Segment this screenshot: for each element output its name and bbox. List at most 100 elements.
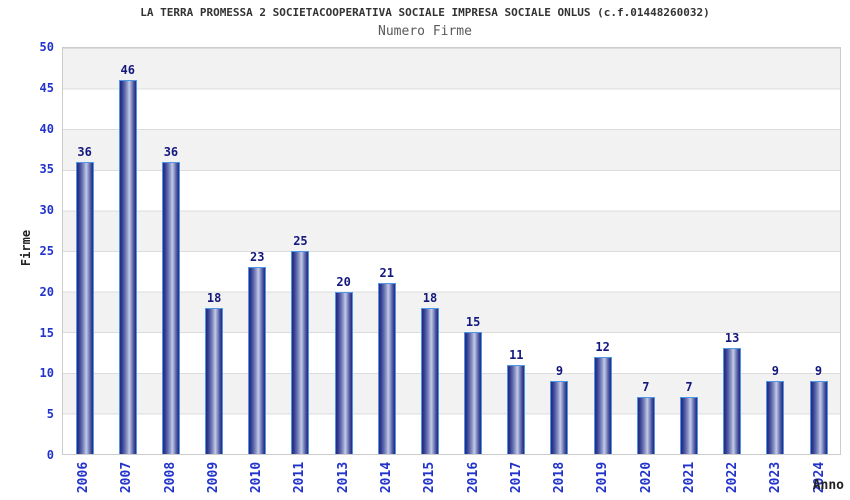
x-tick: 2010 bbox=[235, 456, 278, 498]
chart-title: LA TERRA PROMESSA 2 SOCIETACOOPERATIVA S… bbox=[140, 6, 710, 19]
bar-value-label: 13 bbox=[724, 331, 740, 346]
bar bbox=[636, 397, 655, 454]
y-tick-label: 30 bbox=[39, 203, 54, 218]
bar bbox=[464, 332, 483, 454]
bar-column: 21 bbox=[365, 48, 408, 454]
y-tick-label: 50 bbox=[39, 40, 54, 54]
bar-column: 36 bbox=[149, 48, 192, 454]
bar bbox=[679, 397, 698, 454]
x-tick-label: 2007 bbox=[119, 461, 135, 493]
x-tick-label: 2019 bbox=[595, 461, 611, 493]
x-tick: 2022 bbox=[711, 456, 754, 498]
x-tick-label: 2006 bbox=[76, 461, 92, 493]
y-tick-label: 25 bbox=[39, 244, 54, 258]
x-tick: 2021 bbox=[668, 456, 711, 498]
x-tick-label: 2009 bbox=[205, 461, 221, 493]
y-axis-ticks: 0 5 10 15 20 25 30 35 40 45 50 bbox=[0, 40, 54, 462]
bar bbox=[334, 291, 353, 454]
y-tick-label: 5 bbox=[46, 407, 54, 422]
y-tick-label: 0 bbox=[46, 448, 54, 462]
chart-subtitle: Numero Firme bbox=[378, 24, 472, 39]
bar bbox=[118, 80, 137, 454]
y-tick-label: 20 bbox=[39, 284, 54, 299]
x-tick: 2019 bbox=[581, 456, 624, 498]
bar-column: 46 bbox=[106, 48, 149, 454]
bar bbox=[75, 161, 94, 454]
bar-column: 9 bbox=[797, 48, 840, 454]
bar-value-label: 12 bbox=[595, 339, 610, 354]
x-tick: 2009 bbox=[192, 456, 235, 498]
x-tick-label: 2016 bbox=[465, 461, 481, 493]
bar bbox=[291, 251, 310, 454]
x-tick-label: 2015 bbox=[422, 461, 438, 493]
bar bbox=[507, 364, 526, 454]
bar-value-label: 25 bbox=[293, 234, 308, 248]
bar-value-label: 9 bbox=[555, 363, 564, 378]
bar bbox=[809, 380, 828, 454]
bar-column: 15 bbox=[452, 48, 495, 454]
bar-value-label: 9 bbox=[771, 363, 779, 378]
bar bbox=[593, 356, 612, 454]
x-tick-label: 2014 bbox=[379, 461, 395, 493]
x-tick-label: 2020 bbox=[638, 461, 654, 493]
bar bbox=[723, 348, 742, 454]
x-tick: 2023 bbox=[755, 456, 798, 498]
bar-value-label: 36 bbox=[163, 144, 179, 159]
plot-area: 36 46 36 18 23 25 20 21 18 15 11 9 12 7 7 13 9 9 bbox=[62, 47, 841, 455]
x-tick: 2008 bbox=[149, 456, 192, 498]
x-tick: 2015 bbox=[408, 456, 451, 498]
y-tick-label: 10 bbox=[39, 366, 54, 381]
bar-value-label: 23 bbox=[250, 250, 265, 265]
bar bbox=[766, 380, 785, 454]
x-tick: 2018 bbox=[538, 456, 581, 498]
bar-column: 9 bbox=[754, 48, 797, 454]
bar-value-label: 21 bbox=[379, 266, 395, 281]
x-tick-label: 2022 bbox=[725, 461, 741, 493]
x-tick: 2011 bbox=[278, 456, 321, 498]
bar-value-label: 7 bbox=[642, 380, 650, 395]
bar-column: 36 bbox=[63, 48, 106, 454]
x-tick: 2007 bbox=[105, 456, 148, 498]
bar-value-label: 18 bbox=[422, 290, 438, 305]
y-tick-label: 35 bbox=[39, 162, 54, 177]
bar-column: 7 bbox=[624, 48, 667, 454]
bar bbox=[248, 267, 267, 454]
bar-column: 13 bbox=[711, 48, 754, 454]
bar-value-label: 20 bbox=[336, 274, 351, 289]
y-tick-label: 15 bbox=[39, 325, 54, 340]
x-tick-label: 2008 bbox=[162, 461, 178, 493]
bar-column: 20 bbox=[322, 48, 365, 454]
bar-column: 9 bbox=[538, 48, 581, 454]
x-tick: 2016 bbox=[452, 456, 495, 498]
x-tick-label: 2021 bbox=[682, 461, 698, 493]
bar-column: 18 bbox=[193, 48, 236, 454]
y-tick-label: 45 bbox=[39, 80, 54, 95]
bar-value-label: 11 bbox=[509, 347, 524, 362]
x-axis-label: Anno bbox=[812, 478, 844, 493]
bar bbox=[550, 380, 569, 454]
x-tick-label: 2010 bbox=[249, 461, 265, 493]
bar bbox=[161, 161, 180, 454]
bar-value-label: 9 bbox=[814, 363, 823, 378]
x-tick: 2014 bbox=[365, 456, 408, 498]
bar bbox=[205, 307, 224, 454]
bar-value-label: 36 bbox=[77, 144, 92, 159]
x-tick-label: 2017 bbox=[508, 461, 524, 493]
x-tick-label: 2011 bbox=[292, 461, 308, 493]
bar-column: 25 bbox=[279, 48, 322, 454]
x-tick: 2013 bbox=[322, 456, 365, 498]
x-tick: 2006 bbox=[62, 456, 105, 498]
bar-column: 18 bbox=[408, 48, 451, 454]
bar-value-label: 18 bbox=[206, 290, 222, 305]
bar-value-label: 46 bbox=[120, 63, 135, 78]
x-tick-label: 2013 bbox=[335, 461, 351, 493]
x-tick: 2017 bbox=[495, 456, 538, 498]
x-tick-label: 2023 bbox=[768, 461, 784, 493]
bar-value-label: 7 bbox=[685, 380, 693, 395]
x-axis-ticks: 2006 2007 2008 2009 2010 2011 2013 2014 2015 2016… bbox=[62, 456, 841, 498]
bar bbox=[377, 283, 396, 454]
bar-column: 23 bbox=[236, 48, 279, 454]
bar-value-label: 15 bbox=[465, 315, 481, 330]
bar-column: 12 bbox=[581, 48, 624, 454]
x-tick-label: 2018 bbox=[552, 461, 568, 493]
